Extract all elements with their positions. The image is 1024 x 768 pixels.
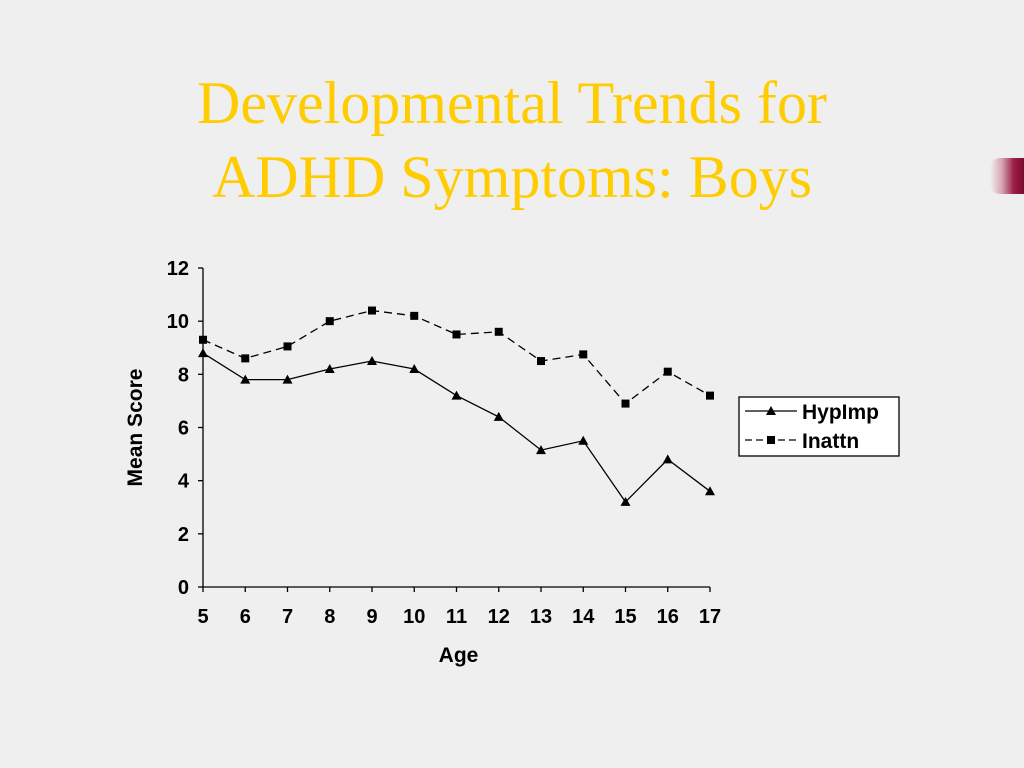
- y-tick-label: 8: [178, 364, 189, 386]
- y-tick-label: 2: [178, 524, 189, 546]
- legend-marker-inattn: [767, 436, 775, 444]
- x-tick-label: 7: [282, 606, 293, 628]
- legend-label-inattn: Inattn: [802, 430, 859, 453]
- slide-title: Developmental Trends for ADHD Symptoms: …: [0, 66, 1024, 214]
- data-point-hypimp: [536, 445, 546, 455]
- y-tick-label: 12: [167, 258, 189, 280]
- data-point-hypimp: [493, 411, 504, 421]
- data-point-inattn: [241, 354, 250, 363]
- data-point-inattn: [706, 391, 714, 400]
- y-axis-title: Mean Score: [124, 369, 147, 487]
- data-point-inattn: [283, 342, 292, 351]
- data-point-hypimp: [705, 486, 715, 496]
- data-point-inattn: [494, 327, 503, 336]
- data-point-hypimp: [240, 374, 251, 384]
- y-tick-label: 10: [167, 311, 189, 333]
- data-point-inattn: [410, 311, 419, 320]
- x-tick-label: 15: [614, 606, 636, 628]
- data-point-hypimp: [409, 364, 420, 374]
- x-tick-label: 11: [446, 606, 467, 628]
- data-point-hypimp: [198, 348, 208, 358]
- slide-title-line-1: Developmental Trends for: [197, 70, 827, 136]
- data-point-hypimp: [282, 374, 293, 384]
- y-tick-label: 0: [178, 577, 189, 599]
- data-point-inattn: [579, 350, 588, 359]
- chart-legend: HypImp Inattn: [738, 396, 900, 457]
- slide-edge-tab: [990, 158, 1024, 194]
- legend-marker-hypimp: [766, 406, 776, 415]
- x-tick-label: 17: [699, 606, 721, 628]
- x-tick-label: 6: [240, 606, 251, 628]
- x-tick-label: 10: [403, 606, 425, 628]
- data-point-inattn: [452, 330, 461, 339]
- legend-label-hypimp: HypImp: [802, 401, 879, 424]
- data-point-inattn: [368, 306, 376, 315]
- series-hypimp: [198, 348, 715, 506]
- x-tick-label: 8: [324, 606, 335, 628]
- data-point-hypimp: [451, 390, 462, 400]
- chart-axes: 0 2 4 6 8 10 12 5 6 7 8 9 10 11 12 13 14 15 16 17: [167, 258, 721, 628]
- slide-title-line-2: ADHD Symptoms: Boys: [211, 144, 813, 210]
- x-tick-label: 5: [197, 606, 208, 628]
- x-axis-title: Age: [439, 644, 479, 667]
- x-tick-label: 16: [657, 606, 679, 628]
- legend-box: [738, 396, 900, 457]
- series-line-hypimp: [202, 352, 711, 503]
- data-point-inattn: [325, 317, 334, 326]
- series-line-inattn: [202, 309, 711, 405]
- data-point-inattn: [199, 335, 207, 344]
- x-tick-label: 13: [530, 606, 552, 628]
- data-point-inattn: [663, 367, 672, 376]
- data-point-hypimp: [367, 356, 377, 366]
- data-point-hypimp: [662, 454, 673, 464]
- series-inattn: [199, 306, 714, 408]
- x-tick-label: 9: [366, 606, 377, 628]
- data-point-hypimp: [324, 364, 335, 374]
- chart-series: [198, 306, 715, 506]
- x-tick-label: 14: [572, 606, 595, 628]
- y-tick-label: 6: [178, 418, 189, 440]
- data-point-inattn: [537, 357, 545, 366]
- y-tick-label: 4: [178, 471, 190, 493]
- data-point-inattn: [621, 399, 630, 408]
- x-tick-label: 12: [488, 606, 510, 628]
- data-point-hypimp: [578, 435, 589, 445]
- data-point-hypimp: [620, 496, 631, 506]
